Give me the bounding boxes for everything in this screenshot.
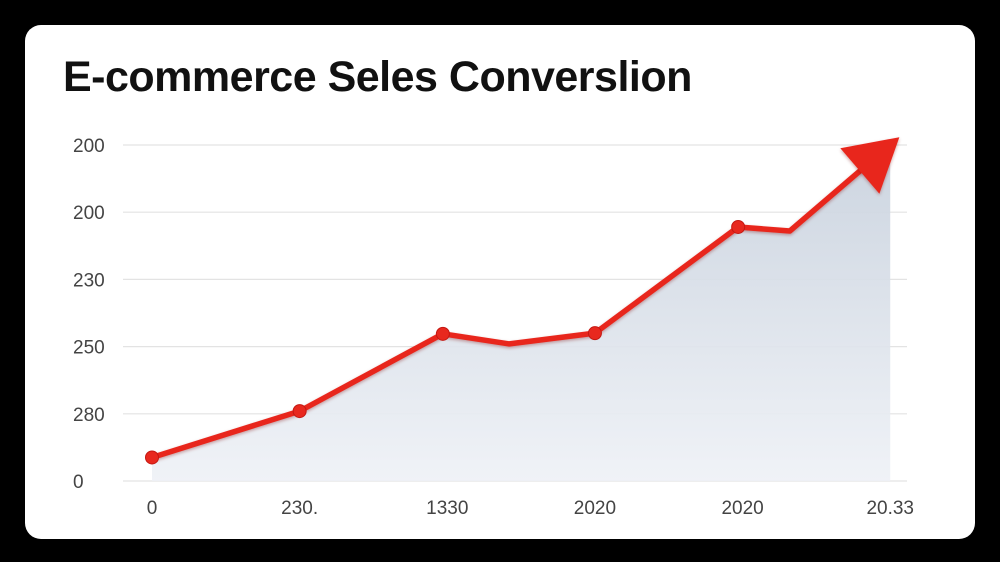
x-tick-label: 230. xyxy=(281,498,318,519)
x-tick-label: 20.33 xyxy=(866,498,914,519)
marker-layer xyxy=(145,219,746,465)
y-tick-label: 200 xyxy=(73,136,105,157)
data-point xyxy=(435,326,450,341)
chart-card: E-commerce Seles Converslion 0 280 250 230 2… xyxy=(25,25,975,539)
data-point xyxy=(587,326,602,341)
x-tick-label: 1330 xyxy=(426,498,468,519)
series-area xyxy=(152,145,891,481)
y-tick-label: 250 xyxy=(73,338,105,359)
series-line xyxy=(149,168,863,461)
area-layer xyxy=(152,145,891,481)
x-tick-label: 2020 xyxy=(721,498,763,519)
data-point xyxy=(145,450,159,465)
line-layer xyxy=(149,137,900,461)
x-axis-ticks: 0 230. 1330 2020 2020 20.33 xyxy=(147,498,914,519)
data-point xyxy=(731,219,746,234)
y-tick-label: 230 xyxy=(73,270,105,291)
y-tick-label: 200 xyxy=(73,203,105,224)
data-point xyxy=(292,404,307,419)
y-tick-label: 280 xyxy=(73,405,105,426)
y-axis-ticks: 0 280 250 230 200 200 xyxy=(73,136,105,493)
line-chart: 0 280 250 230 200 200 0 230. 1330 2020 2020 20.33 xyxy=(73,136,914,519)
arrowhead xyxy=(840,137,900,194)
x-tick-label: 2020 xyxy=(574,498,616,519)
x-tick-label: 0 xyxy=(147,498,158,519)
chart-title: E-commerce Seles Converslion xyxy=(63,53,692,101)
y-tick-label: 0 xyxy=(73,472,84,493)
